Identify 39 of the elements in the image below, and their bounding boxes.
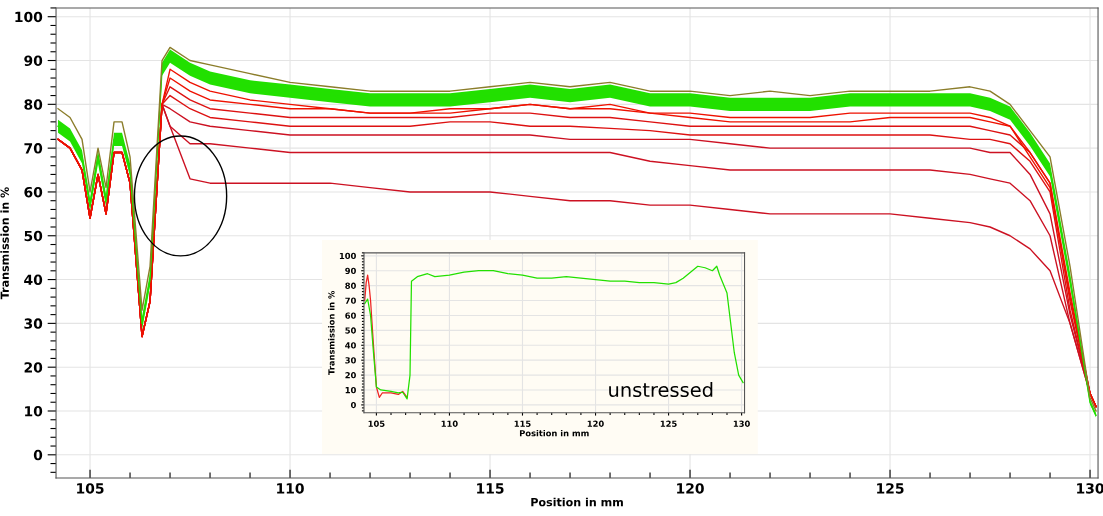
y-tick-label: 70 <box>24 143 43 154</box>
y-tick-label: 50 <box>24 230 43 242</box>
x-tick-label: 120 <box>677 483 704 494</box>
y-tick-label: 70 <box>345 297 356 304</box>
y-tick-label: 10 <box>25 405 43 417</box>
x-tick-label: 105 <box>77 483 104 494</box>
x-tick-label: 115 <box>514 420 531 427</box>
y-tick-label: 20 <box>24 362 43 373</box>
y-tick-label: 20 <box>345 372 356 379</box>
y-tick-label: 0 <box>350 401 356 409</box>
y-tick-label: 80 <box>24 99 43 110</box>
y-tick-label: 100 <box>15 11 43 23</box>
y-tick-label: 60 <box>345 312 356 319</box>
y-axis-title: Transmission in % <box>0 187 9 300</box>
x-tick-label: 125 <box>660 420 677 427</box>
y-tick-label: 80 <box>345 282 356 289</box>
x-axis-title: Position in mm <box>519 429 589 437</box>
y-tick-label: 90 <box>345 267 356 275</box>
x-tick-label: 110 <box>277 483 304 494</box>
x-tick-label: 105 <box>368 420 385 427</box>
y-tick-label: 50 <box>345 327 356 334</box>
y-tick-label: 30 <box>24 318 43 329</box>
y-tick-label: 60 <box>24 186 43 198</box>
y-tick-label: 90 <box>24 55 43 66</box>
y-tick-label: 0 <box>33 449 43 461</box>
x-tick-label: 130 <box>1077 483 1103 494</box>
y-tick-label: 100 <box>339 252 356 260</box>
y-tick-label: 40 <box>24 274 43 286</box>
y-tick-label: 10 <box>345 386 356 394</box>
y-tick-label: 30 <box>345 357 356 364</box>
x-tick-label: 115 <box>477 483 504 494</box>
y-tick-label: 40 <box>345 342 356 349</box>
x-tick-label: 125 <box>877 483 904 494</box>
x-tick-label: 130 <box>733 420 750 427</box>
x-axis-title: Position in mm <box>531 497 623 507</box>
x-tick-label: 110 <box>441 420 458 427</box>
x-tick-label: 120 <box>587 420 604 427</box>
y-axis-title: Transmission in % <box>328 290 335 375</box>
annotation: unstressed <box>609 382 713 398</box>
